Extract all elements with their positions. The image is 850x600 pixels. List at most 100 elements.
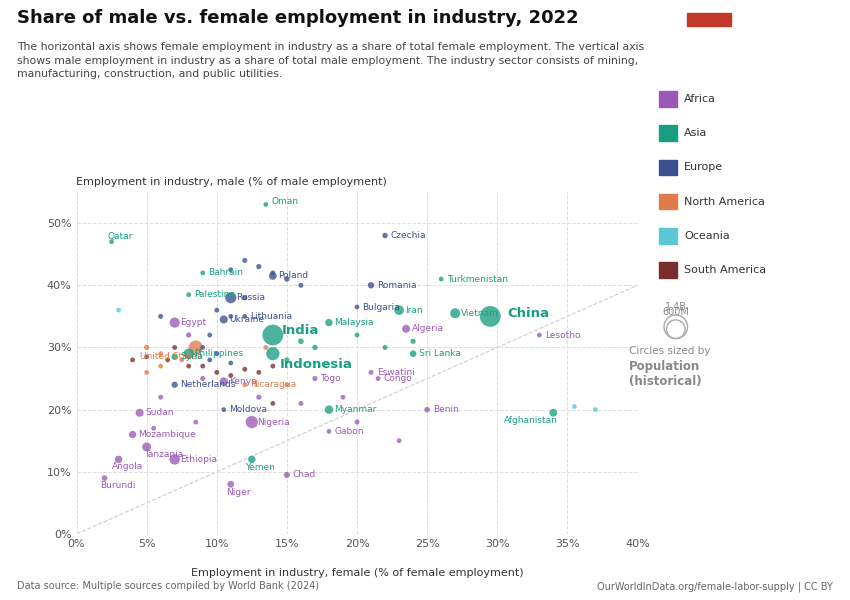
Text: Poland: Poland (279, 271, 309, 280)
Text: Yemen: Yemen (245, 463, 275, 472)
Point (378, 231, 392, 241)
Text: Oceania: Oceania (684, 231, 730, 241)
Point (371, 374, 385, 383)
Point (280, 380, 294, 389)
Point (252, 368, 266, 377)
Point (167, 352, 182, 362)
Point (252, 392, 266, 402)
Text: Syria: Syria (180, 352, 203, 361)
Point (434, 274, 448, 284)
Point (224, 358, 237, 368)
Text: Ukraine: Ukraine (230, 315, 264, 324)
Text: Niger: Niger (227, 488, 251, 497)
Point (224, 479, 237, 489)
Point (167, 343, 182, 352)
Text: Russia: Russia (236, 293, 265, 302)
Text: Nicaragua: Nicaragua (251, 380, 297, 389)
Point (280, 355, 294, 365)
Point (252, 262, 266, 271)
Point (308, 374, 321, 383)
Point (189, 343, 202, 352)
Text: Algeria: Algeria (411, 325, 444, 334)
Text: Romania: Romania (377, 281, 416, 290)
Point (203, 330, 217, 340)
Point (154, 361, 167, 371)
Text: Our World
in Data: Our World in Data (728, 29, 795, 58)
Text: Philippines: Philippines (195, 349, 243, 358)
Point (400, 324, 413, 334)
Text: Nigeria: Nigeria (258, 418, 290, 427)
Point (217, 314, 230, 324)
Point (217, 377, 230, 386)
Text: Egypt: Egypt (180, 318, 207, 327)
Point (294, 398, 308, 408)
Text: Data source: Multiple sources compiled by World Bank (2024): Data source: Multiple sources compiled b… (17, 581, 319, 591)
Point (224, 311, 237, 321)
Point (294, 280, 308, 290)
Text: Ethiopia: Ethiopia (180, 455, 218, 464)
Point (238, 380, 252, 389)
Text: Palestine: Palestine (195, 290, 235, 299)
Point (364, 368, 377, 377)
Point (224, 293, 237, 302)
Point (547, 408, 560, 418)
Point (266, 271, 280, 281)
Point (182, 290, 196, 299)
Text: Burundi: Burundi (100, 481, 136, 490)
Point (182, 330, 196, 340)
Point (406, 337, 420, 346)
Text: Employment in industry, female (% of female employment): Employment in industry, female (% of fem… (190, 568, 524, 578)
Text: Chad: Chad (292, 470, 315, 479)
Point (161, 355, 174, 365)
Text: Bulgaria: Bulgaria (363, 302, 400, 311)
Point (154, 311, 167, 321)
Point (238, 256, 252, 265)
Text: Benin: Benin (433, 405, 459, 414)
Text: 600M: 600M (662, 307, 689, 317)
Text: Netherlands: Netherlands (180, 380, 235, 389)
Point (147, 424, 161, 433)
Text: Tanzania: Tanzania (144, 450, 183, 459)
Point (378, 343, 392, 352)
Text: Malaysia: Malaysia (335, 318, 374, 327)
Text: Indonesia: Indonesia (280, 358, 353, 371)
Point (322, 318, 336, 328)
Point (392, 305, 406, 315)
Point (392, 436, 406, 446)
Point (245, 417, 258, 427)
Text: Kenya: Kenya (230, 377, 257, 386)
Point (350, 417, 364, 427)
Point (217, 405, 230, 415)
Point (167, 318, 182, 328)
Point (238, 311, 252, 321)
Text: Population: Population (629, 360, 700, 373)
Point (588, 405, 602, 415)
Point (139, 442, 153, 452)
Point (266, 330, 280, 340)
Point (182, 349, 196, 358)
Text: Circles sized by: Circles sized by (629, 346, 711, 356)
Point (210, 368, 224, 377)
Text: Bahrain: Bahrain (208, 268, 243, 277)
Point (266, 268, 280, 278)
Text: Congo: Congo (383, 374, 412, 383)
Point (245, 455, 258, 464)
Text: Czechia: Czechia (391, 231, 426, 240)
Text: Lesotho: Lesotho (545, 331, 581, 340)
Text: Oman: Oman (271, 197, 298, 206)
Point (126, 355, 139, 365)
Point (133, 408, 146, 418)
Text: Gabon: Gabon (335, 427, 364, 436)
Text: Asia: Asia (684, 128, 707, 138)
Point (224, 265, 237, 275)
Point (484, 311, 497, 321)
Point (154, 349, 167, 358)
Point (154, 392, 167, 402)
Text: (historical): (historical) (629, 376, 701, 388)
Point (98, 473, 111, 483)
Text: The horizontal axis shows female employment in industry as a share of total fema: The horizontal axis shows female employm… (17, 42, 644, 79)
Text: Afghanistan: Afghanistan (504, 416, 558, 425)
Point (449, 308, 462, 318)
Point (139, 343, 153, 352)
Text: Sudan: Sudan (145, 408, 173, 417)
